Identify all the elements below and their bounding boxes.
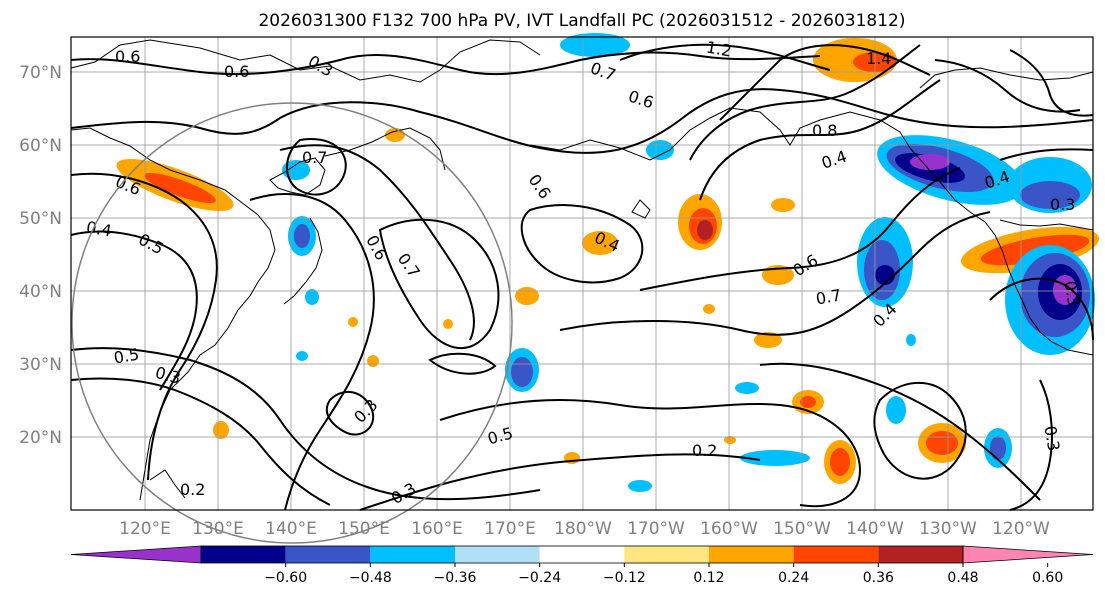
contour-label: 0.7	[814, 285, 842, 308]
lat-label: 40°N	[19, 282, 62, 302]
lon-label: 170°E	[484, 519, 536, 539]
lon-label: 130°W	[919, 519, 977, 539]
coastlines	[70, 39, 1094, 501]
colorbar: −0.60 −0.48 −0.36 −0.24 −0.12 0.12 0.24 0.36 0.4…	[70, 545, 1094, 586]
lon-label: 130°E	[192, 519, 244, 539]
colorbar-outline	[200, 545, 964, 564]
contour-label: 0.3	[1060, 279, 1083, 307]
lon-label: 160°E	[411, 519, 463, 539]
contour-label: 0.6	[224, 62, 249, 81]
colorbar-tick-label: 0.48	[947, 570, 978, 586]
lon-label: 160°W	[700, 519, 758, 539]
lon-label: 180°W	[554, 519, 612, 539]
lat-label: 60°N	[19, 136, 62, 156]
colorbar-tick-label: −0.12	[603, 570, 646, 586]
colorbar-tick-label: −0.60	[264, 570, 307, 586]
lon-label: 140°E	[265, 519, 317, 539]
colorbar-swatch	[370, 546, 455, 563]
lon-label: 120°W	[992, 519, 1050, 539]
lat-label: 20°N	[19, 428, 62, 448]
lat-label: 70°N	[19, 63, 62, 83]
pv-contours	[70, 43, 1094, 511]
contour-label: 0.3	[1040, 424, 1063, 452]
colorbar-swatch	[709, 546, 794, 563]
contour-label: 0.4	[85, 217, 113, 240]
colorbar-tick-label: 0.60	[1032, 570, 1063, 586]
colorbar-tick-label: 0.24	[778, 570, 809, 586]
contour-label: 0.2	[692, 441, 717, 460]
lon-label: 150°W	[773, 519, 831, 539]
colorbar-tick-label: −0.36	[434, 570, 477, 586]
figure-title: 2026031300 F132 700 hPa PV, IVT Landfall…	[258, 11, 905, 31]
contour-label: 0.3	[1050, 195, 1075, 214]
lon-label: 140°W	[846, 519, 904, 539]
map-panel: 0.6 0.6 0.3 1.2 1.4 0.7 0.6 0.8 0.4 0.4 …	[70, 33, 1100, 544]
contour-label: 0.2	[180, 480, 205, 499]
contour-label: 0.8	[812, 121, 837, 140]
latitude-labels: 70°N 60°N 50°N 40°N 30°N 20°N	[19, 63, 62, 448]
contour-label: 1.2	[705, 37, 733, 60]
lon-label: 170°W	[627, 519, 685, 539]
contour-label: 0.6	[115, 47, 140, 66]
lon-label: 120°E	[119, 519, 171, 539]
contour-label: 1.4	[866, 49, 891, 68]
colorbar-swatch	[793, 546, 879, 563]
colorbar-extension-min	[70, 545, 202, 564]
pv-anomaly-fill	[116, 33, 1100, 492]
colorbar-swatch	[201, 546, 286, 563]
contour-label: 0.7	[302, 148, 327, 167]
longitude-labels: 120°E 130°E 140°E 150°E 160°E 170°E 180°…	[119, 519, 1050, 539]
lon-label: 150°E	[338, 519, 390, 539]
lat-label: 30°N	[19, 355, 62, 375]
map-frame	[70, 36, 1094, 511]
colorbar-swatch	[539, 546, 625, 563]
colorbar-tick-label: 0.36	[863, 570, 894, 586]
colorbar-swatch	[455, 546, 540, 563]
colorbar-tick-label: −0.48	[349, 570, 392, 586]
colorbar-tick-label: −0.24	[518, 570, 561, 586]
colorbar-swatch	[624, 546, 709, 563]
colorbar-swatch	[878, 546, 963, 563]
lat-label: 50°N	[19, 209, 62, 229]
landfall-radius-circle	[71, 102, 513, 544]
contour-label: 0.5	[112, 344, 140, 367]
colorbar-extension-max	[962, 545, 1094, 564]
colorbar-swatch	[285, 546, 371, 563]
colorbar-tick-label: 0.12	[693, 570, 724, 586]
